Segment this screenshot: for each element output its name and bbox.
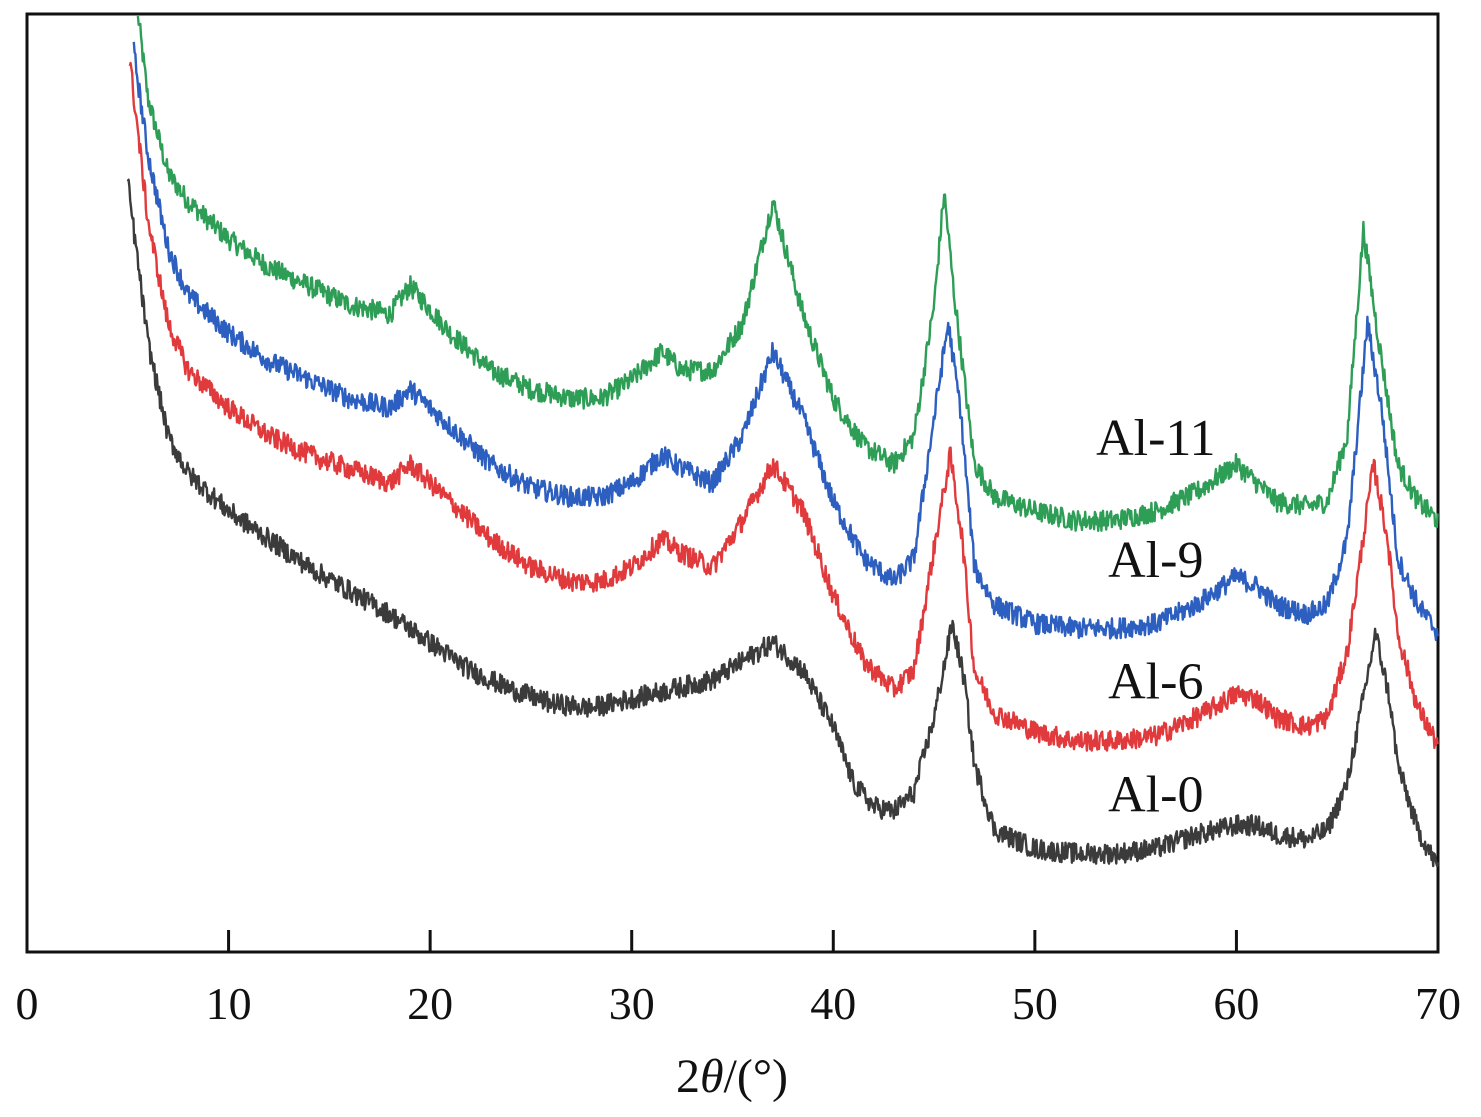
series-labels: Al-11 Al-9 Al-6 Al-0 bbox=[1096, 410, 1215, 823]
series-line-al-0 bbox=[126, 178, 1440, 868]
x-tick-label: 30 bbox=[609, 978, 655, 1029]
series-line-al-11 bbox=[136, 15, 1439, 532]
x-tick-label: 60 bbox=[1213, 978, 1259, 1029]
series-line-al-6 bbox=[128, 61, 1439, 752]
x-axis-title-theta: θ bbox=[700, 1050, 724, 1103]
x-tick-label: 70 bbox=[1415, 978, 1461, 1029]
series-line-al-9 bbox=[132, 41, 1439, 642]
x-tick-label: 0 bbox=[16, 978, 39, 1029]
plot-frame bbox=[25, 12, 1440, 954]
series-label-al-6: Al-6 bbox=[1108, 654, 1203, 711]
x-axis-title-prefix: 2 bbox=[676, 1050, 700, 1103]
x-tick-label: 10 bbox=[206, 978, 252, 1029]
x-tick-label: 50 bbox=[1012, 978, 1058, 1029]
series-label-al-11: Al-11 bbox=[1096, 410, 1215, 467]
series-label-al-9: Al-9 bbox=[1108, 532, 1203, 589]
x-tick-label: 40 bbox=[810, 978, 856, 1029]
series-layer bbox=[126, 15, 1440, 868]
x-tick-label: 20 bbox=[407, 978, 453, 1029]
x-axis-ticks: 0 10 20 30 40 50 60 70 bbox=[16, 930, 1461, 1029]
x-axis-title-suffix: /(°) bbox=[724, 1050, 789, 1103]
series-label-al-0: Al-0 bbox=[1108, 766, 1203, 823]
x-axis-title: 2θ/(°) bbox=[676, 1050, 788, 1103]
